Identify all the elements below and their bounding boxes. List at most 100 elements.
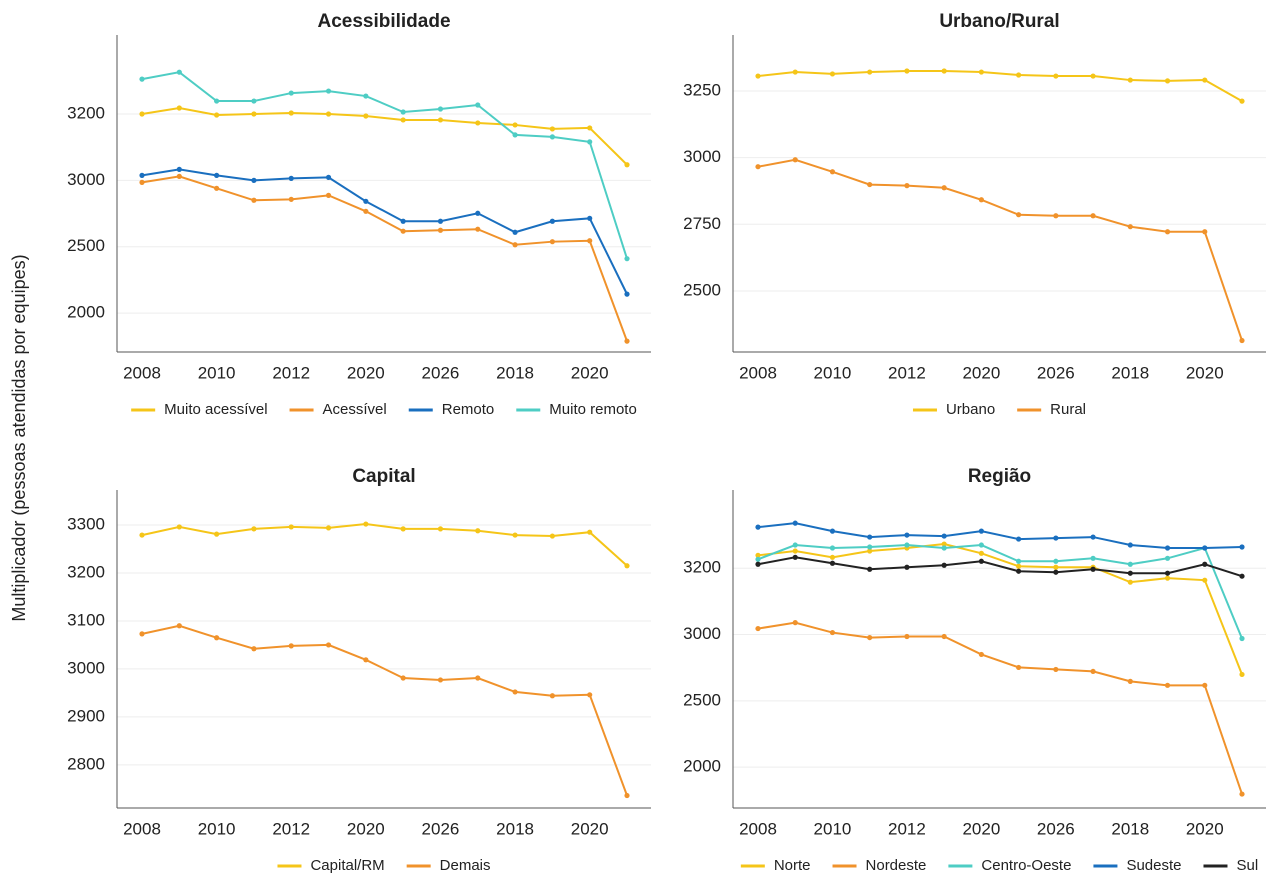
legend: Capital/RM Demais [277, 857, 491, 874]
data-point [1016, 72, 1022, 78]
data-point [214, 635, 220, 641]
data-point [904, 633, 910, 640]
x-tick-label: 2018 [1111, 819, 1149, 838]
data-point [755, 73, 761, 79]
panel-title: Acessibilidade [317, 11, 450, 32]
data-point [755, 556, 761, 562]
panel: Região 2000 2500 3000 3200 2008 2010 2012 2020 20… [683, 466, 1266, 874]
data-point [867, 69, 873, 75]
data-point [867, 548, 873, 554]
y-tick-label: 3300 [67, 514, 105, 533]
data-point [363, 93, 369, 99]
data-point [755, 524, 761, 530]
data-point [400, 675, 406, 681]
data-point [1164, 229, 1171, 235]
panel: Capital 2800 2900 3000 3100 3200 3300 2008 2010 2… [67, 466, 651, 874]
y-tick-label: 2500 [683, 280, 721, 299]
data-point [1239, 573, 1245, 579]
y-tick-label: 2000 [67, 303, 105, 322]
data-point [214, 98, 220, 104]
data-point [1090, 668, 1096, 675]
x-tick-label: 2012 [272, 363, 310, 382]
data-point [1164, 78, 1171, 84]
data-point [1164, 555, 1171, 561]
data-point [904, 564, 910, 570]
series-line [141, 106, 628, 166]
data-point [251, 111, 257, 117]
data-point [1127, 561, 1133, 567]
legend-label: Demais [440, 857, 491, 874]
data-point [829, 554, 836, 560]
data-point [363, 208, 369, 214]
data-point [1053, 666, 1059, 673]
series-line [141, 624, 628, 796]
panel-title: Capital [352, 466, 415, 487]
data-point [1090, 534, 1096, 540]
data-point [1164, 570, 1171, 576]
data-point [587, 692, 593, 698]
data-point [475, 675, 481, 681]
panel-title: Urbano/Rural [939, 11, 1059, 32]
data-point [792, 542, 798, 548]
data-point [363, 113, 369, 119]
data-point [1239, 671, 1245, 678]
y-tick-label: 3250 [683, 80, 721, 99]
data-point [288, 643, 294, 649]
data-point [512, 229, 518, 235]
legend-label: Sudeste [1126, 857, 1181, 874]
y-tick-label: 3000 [683, 147, 721, 166]
data-point [549, 126, 555, 132]
data-point [139, 179, 145, 185]
x-tick-label: 2020 [347, 363, 385, 382]
data-point [587, 139, 593, 145]
legend-label: Urbano [946, 401, 995, 418]
data-point [941, 545, 947, 551]
data-point [176, 524, 182, 530]
data-point [587, 529, 593, 535]
panel: Acessibilidade 2000 2500 3000 3200 2008 2010 20… [67, 11, 651, 418]
data-point [139, 532, 145, 538]
data-point [288, 110, 294, 116]
data-point [1053, 535, 1059, 541]
legend-label: Centro-Oeste [981, 857, 1071, 874]
data-point [475, 102, 481, 108]
data-point [251, 646, 257, 652]
data-point [176, 623, 182, 629]
data-point [214, 112, 220, 118]
x-tick-label: 2020 [571, 363, 609, 382]
x-tick-label: 2008 [123, 819, 161, 838]
series-line [757, 522, 1243, 550]
y-tick-label: 3200 [67, 103, 105, 122]
data-point [755, 561, 761, 567]
data-point [512, 689, 518, 695]
legend-label: Norte [774, 857, 811, 874]
data-point [587, 125, 593, 131]
data-point [1127, 77, 1133, 83]
data-point [437, 227, 444, 233]
data-point [325, 174, 332, 180]
data-point [1090, 73, 1096, 79]
series-line [757, 544, 1243, 639]
data-point [214, 531, 220, 537]
data-point [624, 338, 630, 344]
data-point [176, 105, 182, 111]
data-point [251, 197, 257, 203]
data-point [400, 228, 406, 234]
y-axis-label: Multiplicador (pessoas atendidas por equ… [9, 254, 29, 621]
data-point [1127, 570, 1133, 576]
y-tick-label: 2500 [67, 236, 105, 255]
data-point [1202, 229, 1208, 235]
data-point [437, 677, 444, 683]
data-point [1202, 77, 1208, 83]
y-tick-label: 2500 [683, 690, 721, 709]
data-point [1127, 224, 1133, 230]
data-point [1016, 563, 1022, 569]
data-point [251, 177, 257, 183]
data-point [978, 651, 984, 658]
x-tick-label: 2026 [422, 363, 460, 382]
data-point [1164, 575, 1171, 581]
data-point [400, 117, 406, 123]
data-point [792, 69, 798, 75]
data-point [214, 172, 220, 178]
data-point [1090, 213, 1096, 219]
